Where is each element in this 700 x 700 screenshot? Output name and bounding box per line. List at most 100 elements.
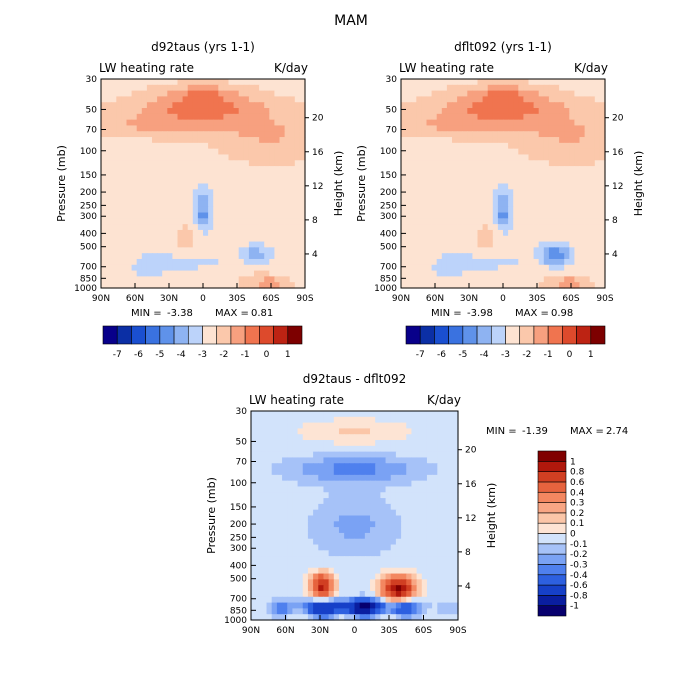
heatmap-cell xyxy=(574,90,581,98)
heatmap-cell xyxy=(282,532,288,540)
heatmap-cell xyxy=(284,282,291,289)
heatmap-cell xyxy=(559,166,565,173)
heatmap-cell xyxy=(271,492,278,499)
heatmap-cell xyxy=(157,270,163,277)
heatmap-cell xyxy=(338,509,345,517)
heatmap-cell xyxy=(554,177,560,185)
heatmap-cell xyxy=(136,200,143,208)
heatmap-cell xyxy=(441,96,448,103)
heatmap-cell xyxy=(318,445,325,453)
heatmap-cell xyxy=(467,264,473,272)
colorbar-box xyxy=(519,325,535,345)
heatmap-cell xyxy=(452,614,459,621)
heatmap-cell xyxy=(141,218,148,225)
heatmap-cell xyxy=(401,90,407,98)
heatmap-cell xyxy=(136,229,143,237)
heatmap-cell xyxy=(442,503,449,511)
heatmap-cell xyxy=(284,241,291,248)
heatmap-cell xyxy=(254,200,260,208)
heatmap-cell xyxy=(208,171,214,179)
heatmap-cell xyxy=(338,503,345,511)
heatmap-cell xyxy=(385,422,392,430)
heatmap-cell xyxy=(446,253,453,260)
heatmap-cell xyxy=(287,579,293,586)
heatmap-cell xyxy=(380,550,387,557)
heatmap-cell xyxy=(548,131,555,138)
colorbar-box xyxy=(462,325,478,345)
heatmap-cell xyxy=(162,264,168,272)
heatmap-cell xyxy=(569,142,575,150)
heatmap-cell xyxy=(269,270,275,277)
heatmap-cell xyxy=(538,218,545,225)
heatmap-cell xyxy=(401,463,407,470)
heatmap-cell xyxy=(359,532,366,540)
heatmap-cell xyxy=(518,224,524,231)
heatmap-cell xyxy=(299,253,306,260)
heatmap-cell xyxy=(289,253,296,260)
heatmap-cell xyxy=(411,102,417,109)
heatmap-cell xyxy=(569,108,575,115)
heatmap-cell xyxy=(279,142,286,150)
heatmap-cell xyxy=(395,544,402,551)
heatmap-cell xyxy=(292,561,299,569)
heatmap-cell xyxy=(121,253,128,260)
heatmap-cell xyxy=(264,253,270,260)
heatmap-cell xyxy=(276,509,283,517)
heatmap-cell xyxy=(447,590,454,598)
field-label: LW heating rate xyxy=(399,61,494,75)
heatmap-cell xyxy=(302,614,309,621)
heatmap-cell xyxy=(421,440,428,447)
heatmap-cell xyxy=(359,434,366,441)
heatmap-cell xyxy=(276,567,283,575)
heatmap-cell xyxy=(203,235,209,243)
heatmap-cell xyxy=(136,264,143,272)
heatmap-cell xyxy=(385,596,392,604)
heatmap-cell xyxy=(152,247,158,254)
heatmap-cell xyxy=(338,469,345,476)
heatmap-cell xyxy=(354,503,361,511)
heatmap-cell xyxy=(385,538,392,546)
heatmap-cell xyxy=(411,532,418,540)
heatmap-cell xyxy=(146,183,153,190)
heatmap-cell xyxy=(116,113,122,121)
heatmap-cell xyxy=(599,79,606,86)
heatmap-cell xyxy=(457,253,463,260)
heatmap-cell xyxy=(401,282,407,289)
y-tick-label: 300 xyxy=(380,212,397,222)
heatmap-cell xyxy=(213,96,219,103)
heatmap-cell xyxy=(538,212,545,219)
heatmap-cell xyxy=(564,90,570,98)
heatmap-cell xyxy=(406,492,413,499)
heatmap-cell xyxy=(406,411,413,418)
heatmap-cell xyxy=(472,171,479,179)
heatmap-cell xyxy=(416,573,423,580)
heatmap-cell xyxy=(528,253,535,260)
heatmap-cell xyxy=(452,206,458,214)
heatmap-cell xyxy=(233,137,240,144)
min-label: MIN = xyxy=(431,308,462,319)
heatmap-cell xyxy=(370,492,376,499)
heatmap-cell xyxy=(344,440,350,447)
heatmap-cell xyxy=(261,585,268,592)
heatmap-cell xyxy=(589,96,596,103)
heatmap-cell xyxy=(359,486,366,493)
heatmap-cell xyxy=(411,253,417,260)
heatmap-cell xyxy=(233,171,240,179)
heatmap-cell xyxy=(101,276,107,283)
heatmap-cell xyxy=(276,573,283,580)
max-label: MAX = xyxy=(515,308,549,319)
heatmap-cell xyxy=(594,270,601,277)
heatmap-cell xyxy=(233,206,240,214)
heatmap-cell xyxy=(213,229,219,237)
heatmap-cell xyxy=(197,142,204,150)
heatmap-cell xyxy=(548,282,555,289)
heatmap-cell xyxy=(136,160,143,167)
heatmap-cell xyxy=(594,189,601,196)
heatmap-cell xyxy=(421,556,428,563)
heatmap-cell xyxy=(264,235,270,243)
heatmap-cell xyxy=(354,614,361,621)
heatmap-cell xyxy=(426,113,433,121)
heatmap-cell xyxy=(256,416,262,424)
heatmap-cell xyxy=(385,416,392,424)
heatmap-cell xyxy=(294,253,301,260)
